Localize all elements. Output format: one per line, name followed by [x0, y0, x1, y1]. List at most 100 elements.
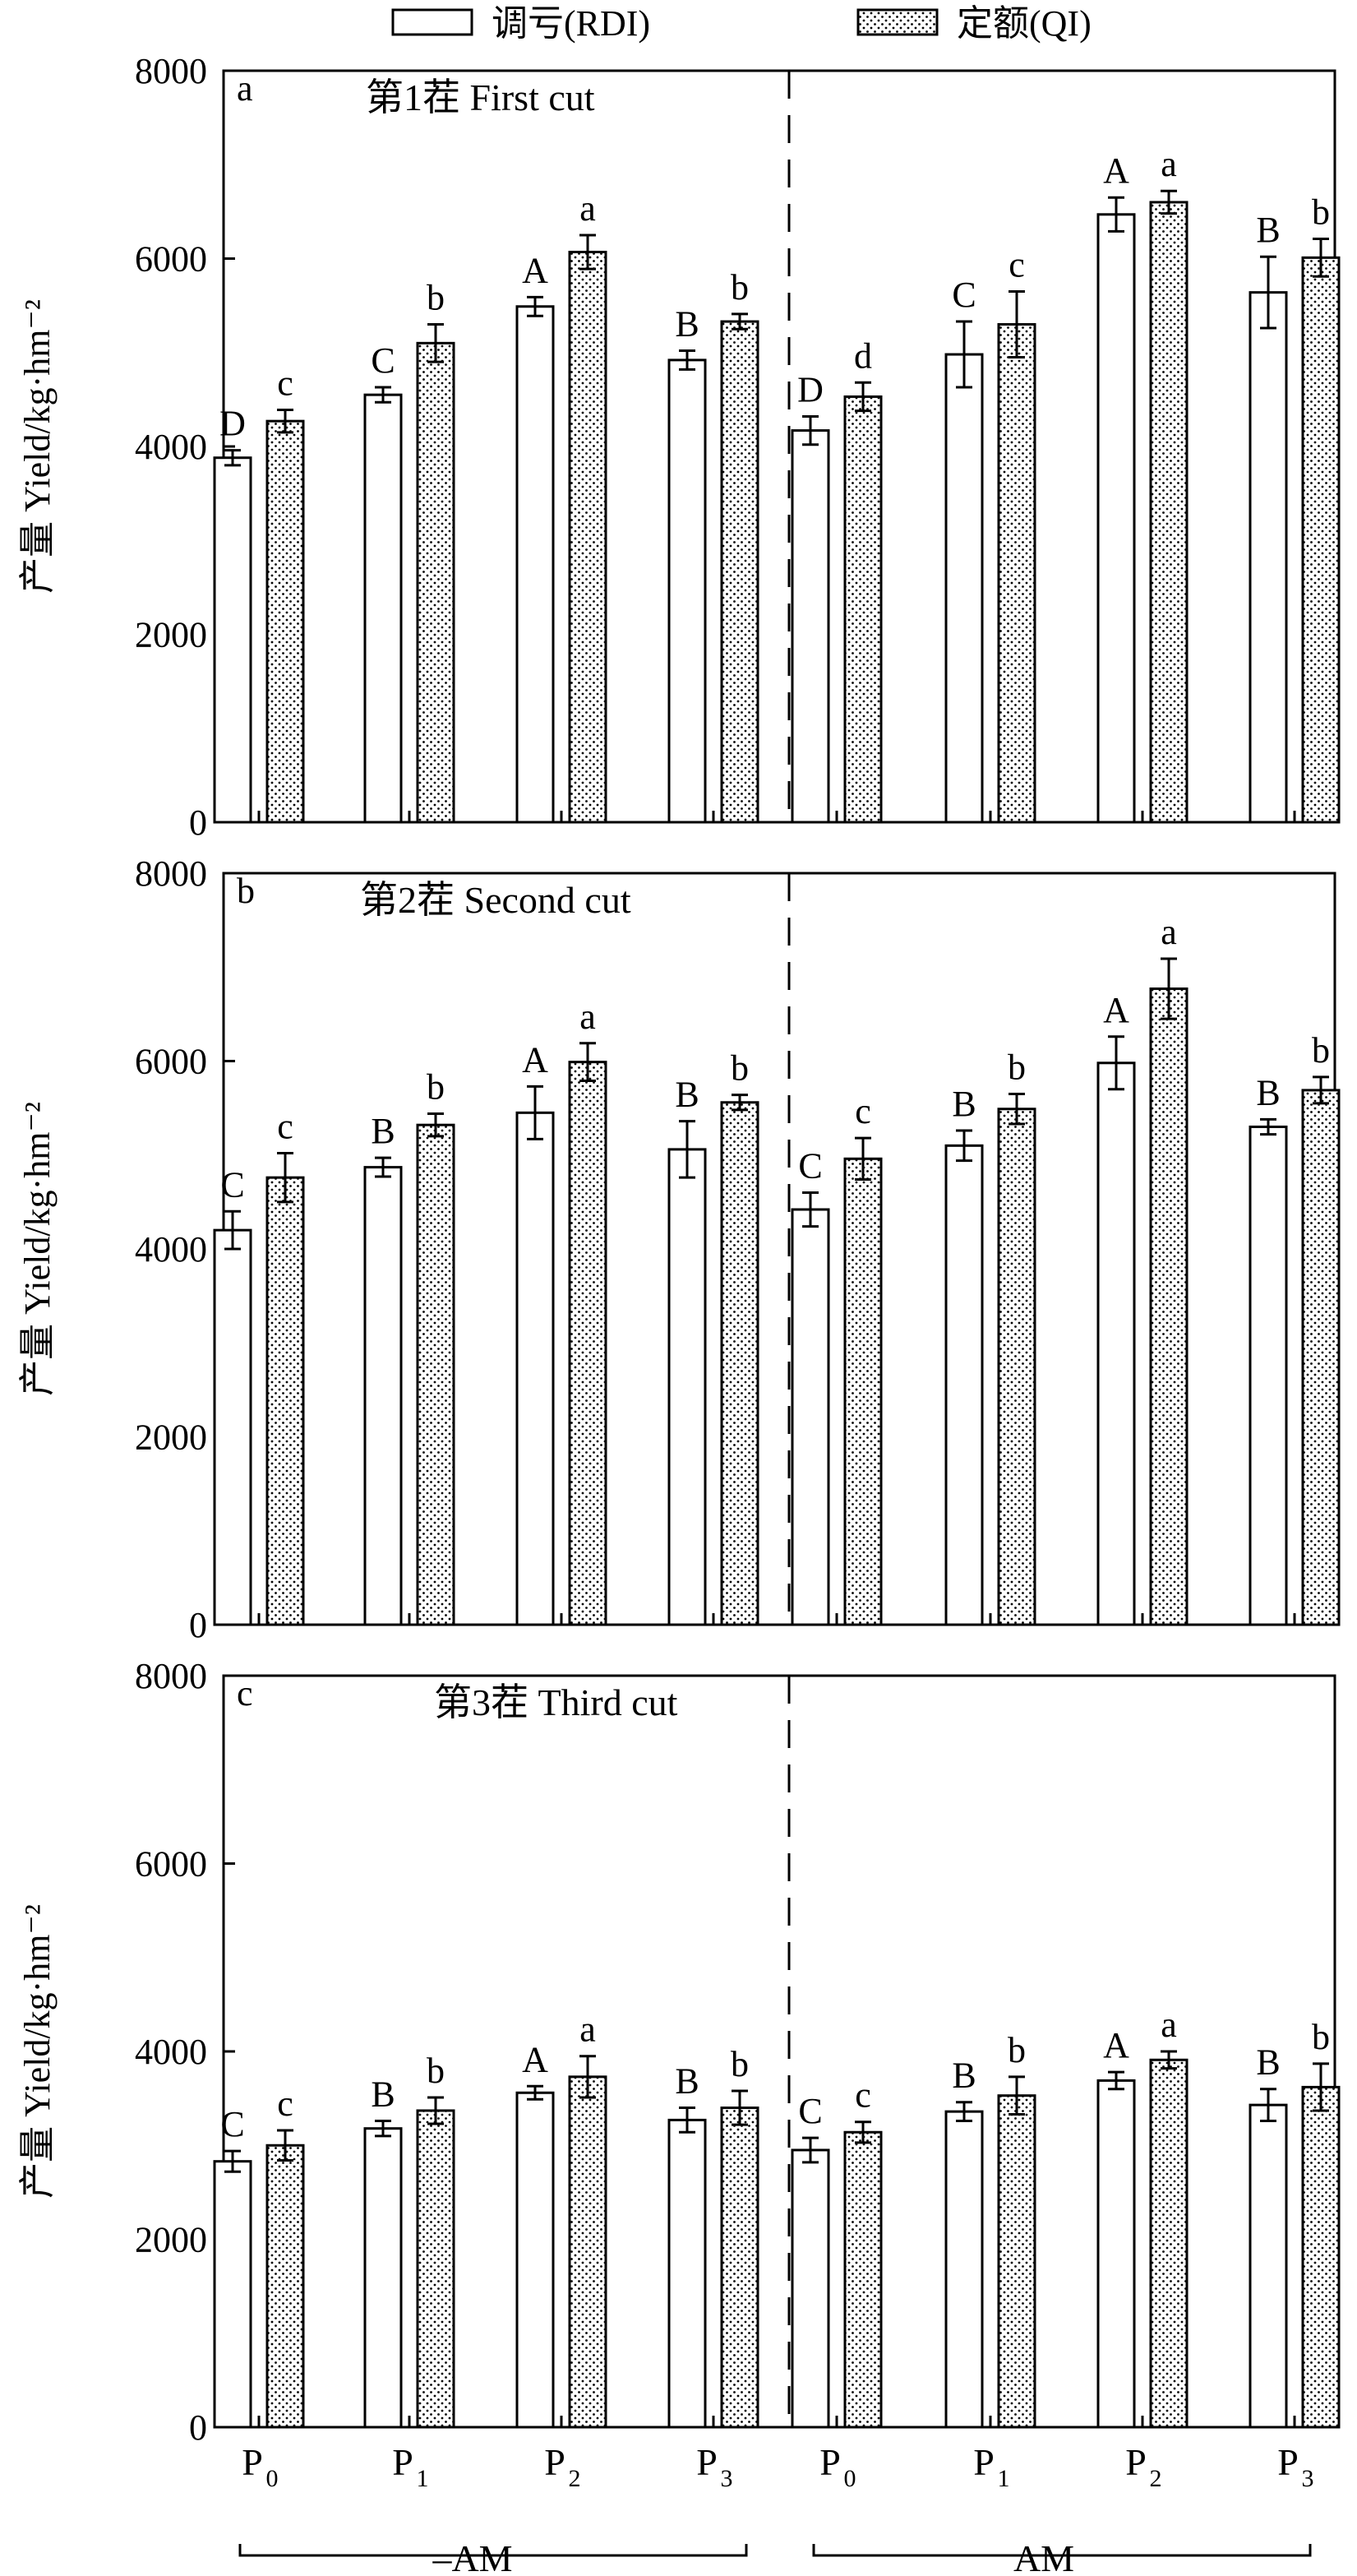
bar-qi: [997, 2094, 1036, 2429]
significance-letter: b: [1312, 2017, 1330, 2057]
significance-letter: c: [855, 2075, 871, 2116]
significance-letter: C: [798, 2091, 822, 2131]
error-bar: [224, 449, 241, 467]
error-bar: [579, 2055, 596, 2099]
error-bar: [579, 1042, 596, 1082]
significance-letter: B: [1256, 1072, 1280, 1112]
significance-letter: b: [1312, 1030, 1330, 1071]
error-bar: [527, 295, 543, 317]
bar-rdi: [363, 393, 403, 824]
bar-rdi: [791, 1208, 830, 1626]
bar-qi: [997, 322, 1036, 824]
bar-rdi: [213, 2160, 252, 2429]
bar-qi: [1149, 2058, 1189, 2429]
error-bar: [956, 1129, 972, 1163]
bar-rdi: [363, 2127, 403, 2429]
significance-letter: A: [522, 2039, 548, 2079]
error-bar: [679, 1120, 695, 1179]
bar-qi: [997, 1108, 1036, 1626]
bar-qi: [265, 419, 305, 824]
error-bar: [802, 414, 819, 446]
error-bar: [375, 2120, 391, 2138]
significance-letter: B: [371, 2074, 395, 2115]
bar-rdi: [1096, 2079, 1136, 2429]
panel-a: 0 2000 4000 6000 8000 产量 Yield/kg·hm⁻² a 第1茬 Fi…: [17, 51, 1341, 843]
error-bar: [1108, 196, 1124, 233]
y-tick-label: 6000: [135, 239, 207, 280]
error-bar: [527, 1085, 543, 1140]
y-tick-label: 4000: [135, 2032, 207, 2072]
x-tick-label: P: [392, 2441, 413, 2483]
bar-qi: [265, 2144, 305, 2429]
error-bar: [527, 2084, 543, 2101]
panel-letter: b: [237, 871, 255, 911]
bar-qi: [568, 2075, 607, 2429]
x-tick-label-sub: 3: [721, 2465, 733, 2492]
error-bar: [1009, 2075, 1025, 2116]
x-tick-label: P: [1277, 2441, 1299, 2483]
panel-title: 第1茬 First cut: [366, 76, 595, 118]
error-bar: [579, 234, 596, 271]
significance-letter: b: [427, 1066, 445, 1107]
bar-rdi: [213, 1228, 252, 1626]
significance-letter: C: [371, 340, 395, 381]
error-bar: [1260, 255, 1276, 330]
significance-letter: a: [579, 2009, 596, 2050]
x-tick-label-sub: 0: [844, 2465, 856, 2492]
significance-letter: C: [220, 1164, 244, 1205]
bar-qi: [1149, 987, 1189, 1626]
error-bar: [1009, 1092, 1025, 1126]
y-tick-label: 6000: [135, 1042, 207, 1082]
significance-letter: a: [1161, 912, 1177, 952]
bar-qi: [416, 2109, 455, 2429]
error-bar: [375, 386, 391, 404]
legend: 调亏(RDI) 定额(QI): [391, 3, 1092, 44]
bar-rdi: [667, 2118, 707, 2429]
bar-rdi: [791, 2148, 830, 2429]
error-bar: [1161, 957, 1177, 1020]
group-label-am: AM: [1013, 2537, 1074, 2576]
x-tick-label: P: [973, 2441, 995, 2483]
significance-letter: B: [675, 2061, 699, 2102]
bar-rdi: [944, 2110, 984, 2429]
significance-letter: d: [854, 335, 872, 376]
bar-qi: [720, 2107, 759, 2429]
significance-letter: b: [1312, 192, 1330, 233]
error-bar: [732, 312, 748, 331]
significance-letter: a: [1161, 2005, 1177, 2045]
bar-rdi: [1249, 291, 1288, 824]
group-bracket-am: [812, 2544, 1312, 2557]
bar-rdi: [1096, 213, 1136, 824]
x-tick-label-sub: 1: [417, 2465, 429, 2492]
y-tick-label: 8000: [135, 1656, 207, 1696]
error-bar: [1260, 2088, 1276, 2123]
x-tick-label-sub: 2: [1150, 2465, 1162, 2492]
error-bar: [956, 320, 972, 389]
error-bar: [1161, 189, 1177, 215]
x-tick-label-sub: 2: [569, 2465, 581, 2492]
error-bar: [732, 2089, 748, 2126]
x-tick-label: P: [1125, 2441, 1147, 2483]
error-bar: [224, 2149, 241, 2173]
significance-letter: A: [522, 250, 548, 290]
error-bar: [277, 1151, 293, 1204]
significance-letter: c: [1009, 244, 1025, 284]
y-tick-label: 0: [189, 2407, 207, 2448]
y-tick-label: 2000: [135, 1417, 207, 1458]
bar-rdi: [1249, 1125, 1288, 1626]
error-bar: [1313, 238, 1329, 278]
significance-letter: D: [219, 404, 246, 444]
error-bar: [1161, 2050, 1177, 2070]
bar-qi: [416, 1123, 455, 1626]
y-tick-label: 8000: [135, 51, 207, 91]
x-tick-label: P: [242, 2441, 263, 2483]
bar-qi: [1301, 2085, 1341, 2429]
bar-rdi: [515, 2091, 555, 2429]
error-bar: [1260, 1117, 1276, 1136]
y-tick-label: 0: [189, 802, 207, 843]
y-tick-label: 2000: [135, 2220, 207, 2260]
bar-rdi: [213, 456, 252, 824]
significance-letter: a: [1161, 144, 1177, 184]
error-bar: [1108, 1035, 1124, 1091]
